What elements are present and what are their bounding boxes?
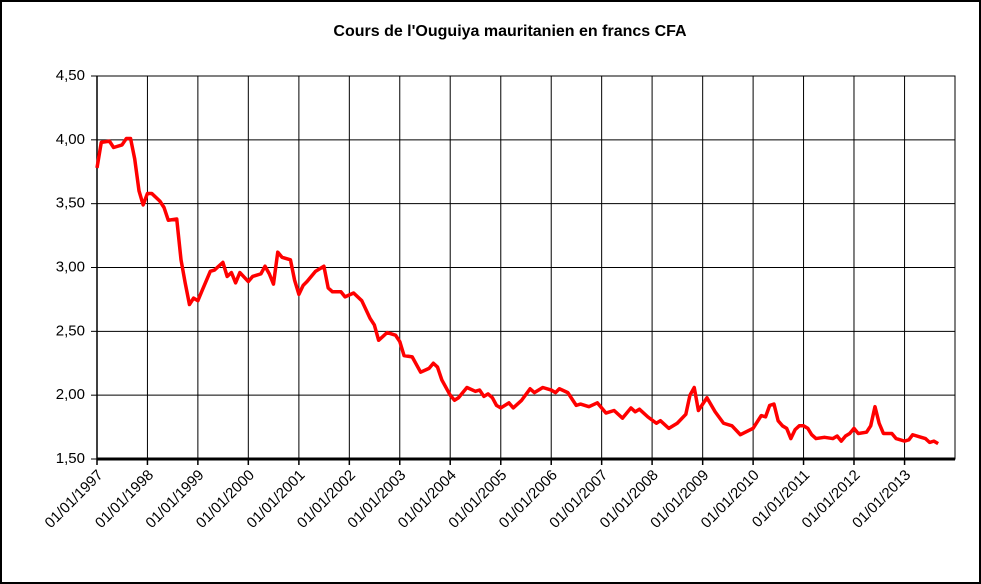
y-tick-label: 3,50 <box>56 195 85 212</box>
y-tick-label: 3,00 <box>56 258 85 275</box>
data-line <box>95 136 940 446</box>
y-tick-label: 2,50 <box>56 322 85 339</box>
chart-title: Cours de l'Ouguiya mauritanien en francs… <box>333 23 687 40</box>
y-tick-label: 4,00 <box>56 131 85 148</box>
y-tick-label: 4,50 <box>56 67 85 84</box>
y-tick-label: 2,00 <box>56 386 85 403</box>
y-tick-label: 1,50 <box>56 450 85 467</box>
